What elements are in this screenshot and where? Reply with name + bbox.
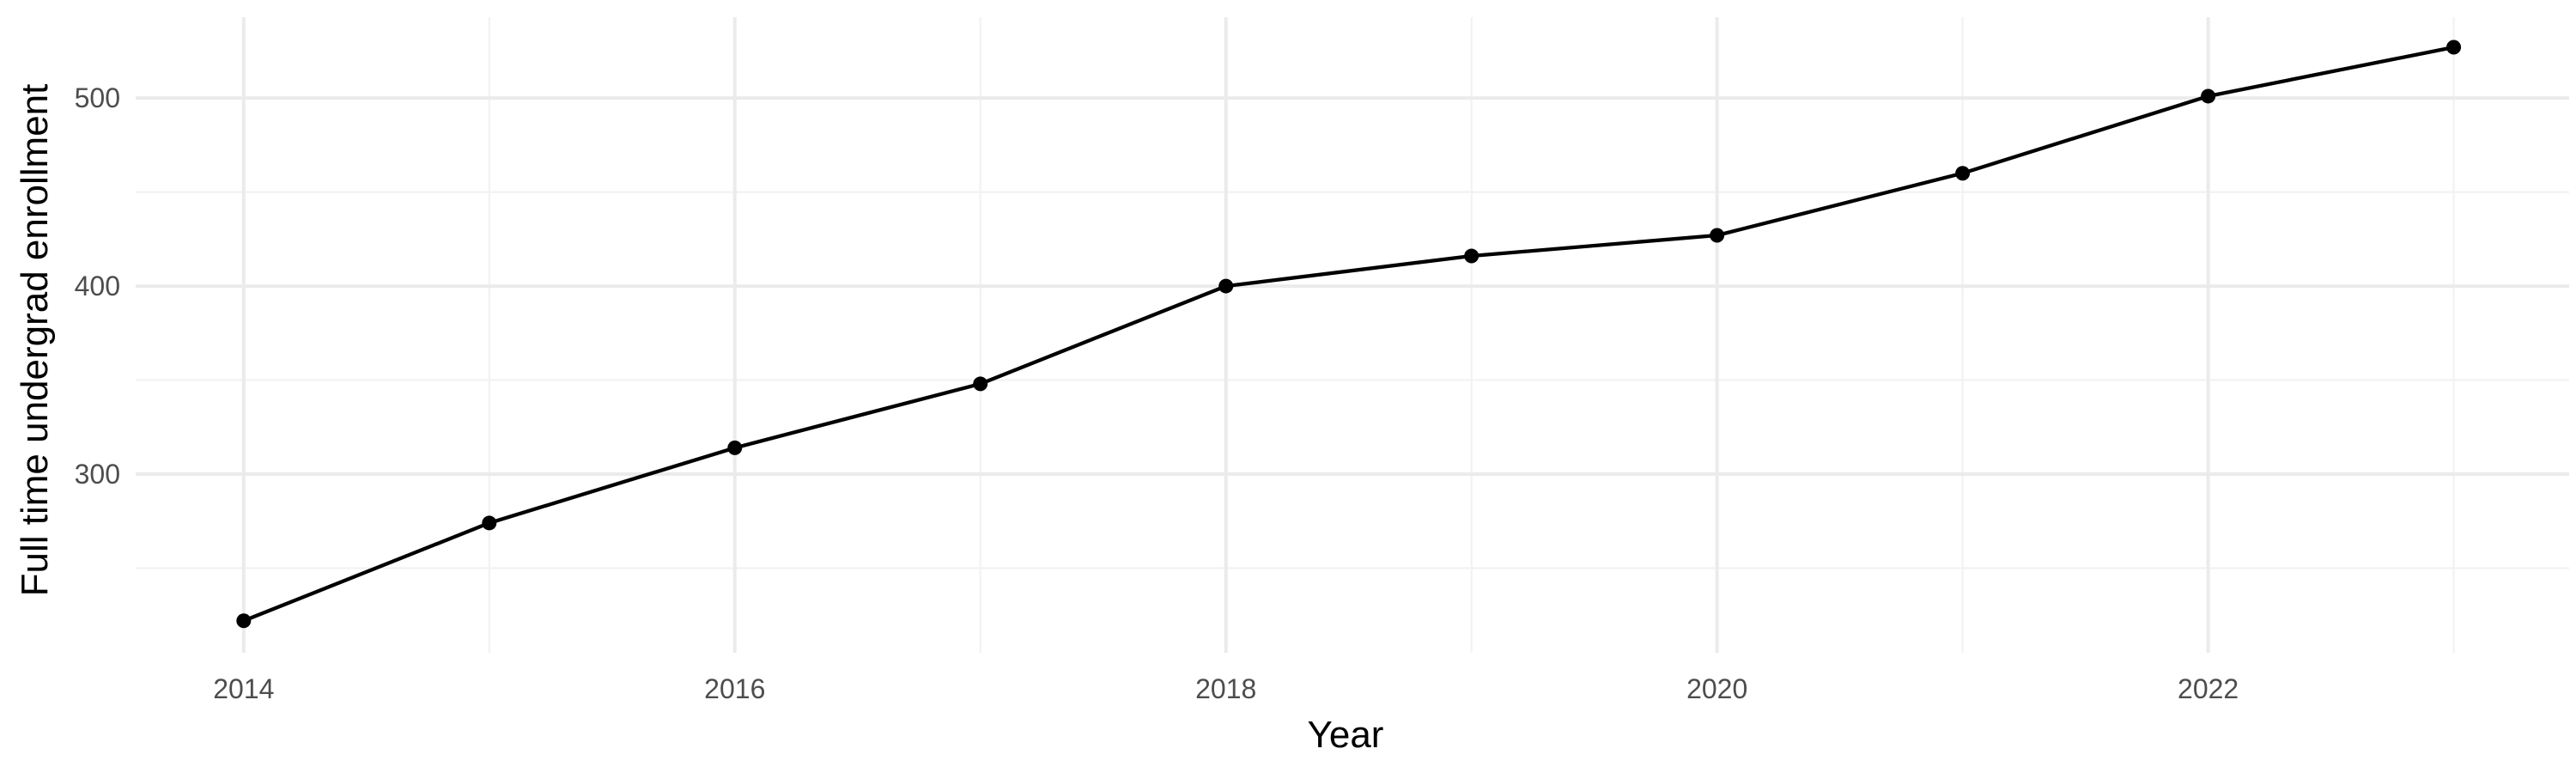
- data-point: [2446, 40, 2462, 55]
- x-tick-label: 2022: [2178, 673, 2239, 704]
- y-tick-label: 500: [75, 82, 120, 113]
- x-tick-label: 2016: [704, 673, 765, 704]
- major-gridlines-y: [136, 96, 2569, 477]
- series-line: [243, 45, 2455, 623]
- y-axis-tick-labels: 300 400 500: [75, 82, 120, 490]
- x-tick-label: 2020: [1686, 673, 1747, 704]
- data-point: [2201, 88, 2216, 104]
- data-point: [1710, 228, 1725, 243]
- data-point: [1218, 278, 1234, 294]
- x-tick-label: 2018: [1195, 673, 1256, 704]
- series-layer: [236, 40, 2462, 629]
- data-point: [482, 515, 497, 531]
- x-axis-tick-labels: 2014 2016 2018 2020 2022: [213, 673, 2239, 704]
- minor-gridlines-x: [488, 17, 2455, 653]
- data-point: [973, 376, 988, 392]
- y-tick-label: 400: [75, 271, 120, 301]
- y-tick-label: 300: [75, 459, 120, 490]
- major-gridlines-x: [241, 17, 2210, 653]
- data-point: [236, 613, 252, 629]
- y-axis-title: Full time undergrad enrollment: [14, 84, 56, 597]
- data-point: [1955, 166, 1971, 181]
- data-point: [1464, 248, 1479, 264]
- data-point: [727, 440, 743, 455]
- minor-gridlines-y: [136, 191, 2569, 569]
- x-tick-label: 2014: [213, 673, 274, 704]
- x-axis-title: Year: [1308, 714, 1384, 756]
